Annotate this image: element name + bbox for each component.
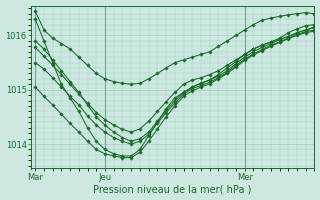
X-axis label: Pression niveau de la mer( hPa ): Pression niveau de la mer( hPa ): [93, 184, 252, 194]
